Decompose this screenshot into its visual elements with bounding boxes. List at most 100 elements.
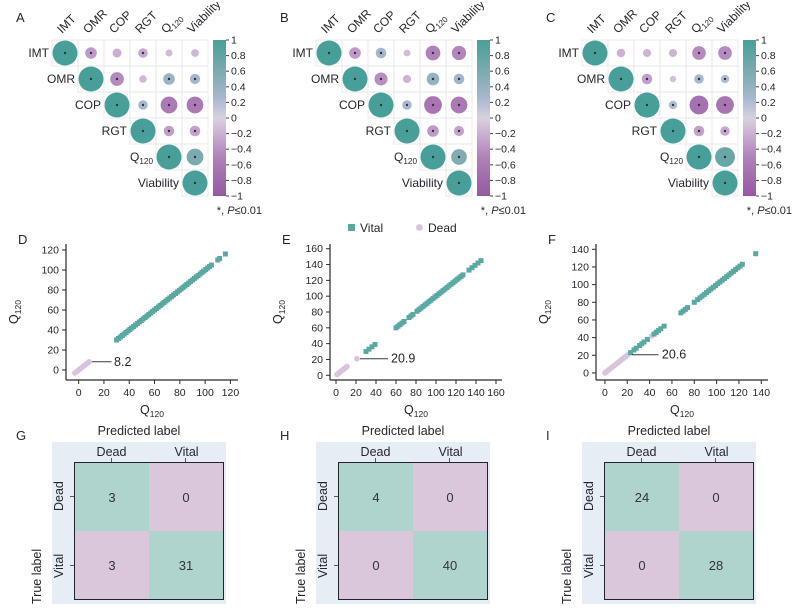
corr-bubble [403,49,411,57]
panel-label: F [548,232,556,247]
x-tick-label: 40 [370,387,382,399]
panel-d-scatter: D 0 0 20 20 40 40 60 60 80 80 100 100 120 120 Q120 Q120 8… [4,220,266,425]
vital-point [363,349,369,355]
significance-note: *, P≤0.01 [747,205,792,217]
tick [70,496,74,497]
colorbar [477,40,490,196]
x-tick-label: 80 [174,387,186,399]
x-tick-label: 120 [730,387,748,399]
vital-point [478,258,484,264]
row-header: RGT [632,124,658,138]
significance-dot [431,77,435,81]
colorbar-tick-label: −0.4 [761,144,782,156]
y-tick-label: 20 [47,345,59,357]
tick [111,458,112,462]
y-tick-label: 0 [583,367,589,379]
panel-c-corr-matrix: C IMT OMR COP RGT Q120 Viability IMT OMR COP RGT Q1… [534,0,796,225]
row-header: Viability [668,176,709,190]
colorbar-tick-label: −0.6 [761,159,782,171]
col-header: COP [636,8,664,36]
col-header: RGT [396,8,424,36]
corr-bubbles [582,40,738,196]
x-tick-label: 20 [621,387,633,399]
legend-marker-circle [416,224,423,231]
corr-bubble [165,49,173,57]
cell-true-dead-pred-vital: 0 [413,463,487,531]
significance-dot [431,51,435,55]
significance-dot [431,103,435,107]
significance-dot [457,181,461,185]
y-tick-label: 40 [311,338,323,350]
confusion-box: Dead Vital Dead Vital 3 0 3 31 [52,442,226,604]
vital-point [644,336,650,342]
row-header-vital: Vital [316,553,330,578]
annotation-value: 8.2 [114,355,131,369]
col-header: Q120 [422,10,450,38]
x-tick-label: 60 [666,387,678,399]
tick [715,458,716,462]
significance-dot [457,51,461,55]
colorbar-tick-label: 0 [231,113,237,125]
significance-dot [645,103,649,107]
col-header: IMT [318,11,343,36]
legend-label: Vital [360,221,383,235]
x-tick-label: 80 [410,387,422,399]
significance-dot [89,51,93,55]
row-header: COP [75,98,101,112]
significance-dot [431,155,435,159]
x-tick-label: 100 [427,387,445,399]
vital-point [469,265,475,271]
tick [185,458,186,462]
vital-points [114,251,228,343]
panel-label: D [18,232,27,247]
vital-point [641,339,647,345]
dead-points [334,355,360,378]
colorbar-tick-label: 0.4 [761,81,776,93]
y-tick-label: 80 [47,285,59,297]
significance-dot [167,103,171,107]
y-tick-label: 120 [305,275,323,287]
colorbar-tick-label: −1 [495,191,507,203]
predicted-label-title: Predicted label [361,424,445,438]
col-header-vital: Vital [704,445,729,459]
confusion-box: Dead Vital Dead Vital 4 0 0 40 [316,442,490,604]
colorbar-tick-label: 0.6 [495,66,510,78]
colorbar-tick-label: 0.6 [761,66,776,78]
colorbar-tick-label: 0 [761,113,767,125]
y-tick-label: 80 [577,297,589,309]
colorbar-tick-label: −0.2 [231,128,252,140]
row-header: OMR [311,72,339,86]
significance-dot [193,103,197,107]
tick [449,458,450,462]
vital-point [208,262,214,268]
y-tick-label: 20 [577,350,589,362]
colorbar [213,40,226,196]
significance-dot [431,129,435,133]
x-tick-label: 0 [333,387,339,399]
significance-note: *, P≤0.01 [217,205,262,217]
panel-b-corr-matrix: B IMT OMR COP RGT Q120 Viability IMT OMR COP RGT Q1… [268,0,530,225]
significance-dot [141,51,145,55]
row-header: Q120 [394,150,417,166]
cell-true-vital-pred-dead: 0 [605,531,679,599]
vital-point [739,261,745,267]
significance-dot [193,155,197,159]
confusion-grid: 3 0 3 31 [74,462,224,600]
y-axis-label: Q120 [7,300,23,324]
predicted-label-title: Predicted label [627,424,711,438]
significance-dot [115,103,119,107]
colorbar-tick-label: 0.6 [231,66,246,78]
row-header: COP [339,98,365,112]
tick [334,496,338,497]
y-tick-label: 40 [47,325,59,337]
cell-true-vital-pred-dead: 0 [339,531,413,599]
y-axis-label: Q120 [271,300,287,324]
row-header: OMR [47,72,75,86]
colorbar [743,40,756,196]
vital-point [460,272,466,278]
significance-dot [379,51,383,55]
corr-chart-C: C IMT OMRCOPRGTQ120ViabilityIMTOMRCOPRGTQ1… [546,0,792,217]
col-header: Viability [184,2,223,36]
vital-point [658,326,664,332]
